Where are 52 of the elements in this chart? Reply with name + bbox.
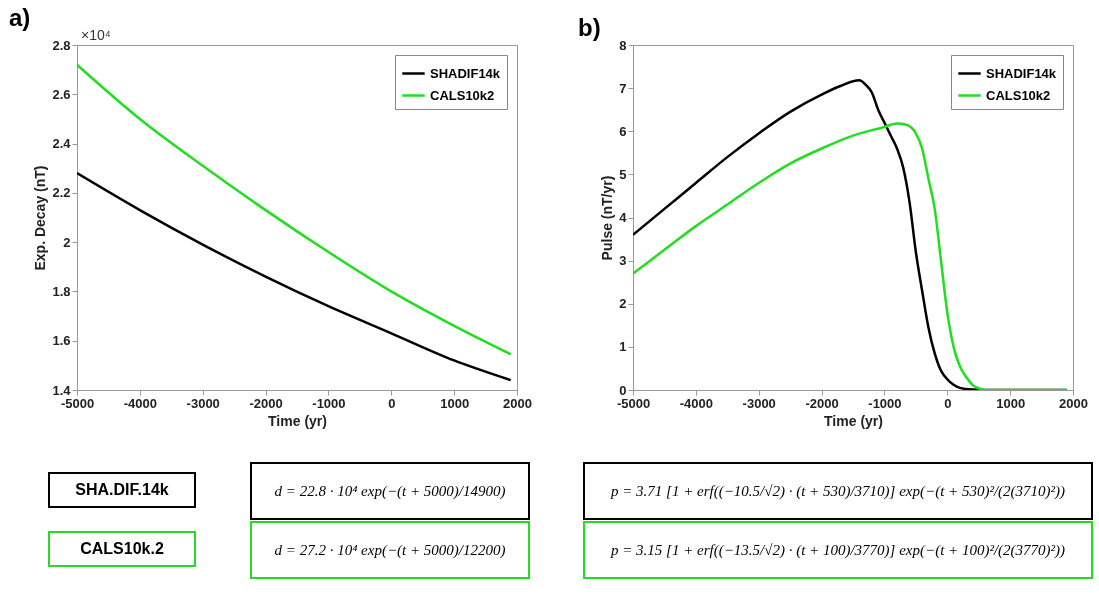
legend-label: SHADIF14k xyxy=(986,65,1057,81)
x-tick-label: -1000 xyxy=(312,395,346,411)
y-tick-label: 8 xyxy=(619,37,627,53)
legend-label: CALS10k2 xyxy=(430,87,495,103)
y-tick-label: 2 xyxy=(63,234,71,250)
y-tick-label: 2.8 xyxy=(52,37,71,53)
x-tick-label: 0 xyxy=(388,395,396,411)
text: ×10⁴ xyxy=(81,27,111,43)
y-tick-label: 1 xyxy=(619,339,627,355)
x-tick-label: 0 xyxy=(944,395,952,411)
y-tick-label: 4 xyxy=(619,210,628,225)
x-tick-label: -2000 xyxy=(805,395,839,411)
x-tick-label: -5000 xyxy=(60,395,95,411)
legend-label: SHADIF14k xyxy=(430,65,501,81)
y-axis-title: Exp. Decay (nT) xyxy=(32,165,49,271)
x-tick-label: -4000 xyxy=(679,395,713,411)
text: d = 27.2 · 10⁴ exp(−(t + 5000)/12200) xyxy=(250,521,530,579)
text: SHA.DIF.14k xyxy=(48,472,196,508)
x-tick-label: -2000 xyxy=(249,395,283,411)
y-axis-title: Pulse (nT/yr) xyxy=(599,175,616,261)
text: p = 3.15 [1 + erf((−13.5/√2) · (t + 100)/3770)] exp(−(t + 100)²/(2(3770)²)) xyxy=(583,521,1093,579)
y-tick-label: 1.8 xyxy=(52,283,71,299)
chart-title: b) xyxy=(578,14,601,41)
x-tick-label: -5000 xyxy=(616,395,651,411)
y-tick-label: 1.6 xyxy=(52,333,71,349)
y-tick-label: 3 xyxy=(619,253,627,269)
x-axis-title: Time (yr) xyxy=(268,412,327,429)
line-series xyxy=(77,63,512,356)
text: p = 3.71 [1 + erf((−10.5/√2) · (t + 530)/3710)] exp(−(t + 530)²/(2(3710)²)) xyxy=(583,462,1093,520)
y-tick-label: 2 xyxy=(619,296,627,312)
y-tick-label: 2.4 xyxy=(52,136,72,152)
y-tick-label: 0 xyxy=(619,382,627,398)
chart-title: a) xyxy=(9,4,31,31)
x-tick-label: -4000 xyxy=(123,395,157,411)
y-tick-label: 7 xyxy=(619,80,627,96)
x-axis-title: Time (yr) xyxy=(824,412,883,429)
legend-label: CALS10k2 xyxy=(986,87,1051,103)
y-tick-label: 1.4 xyxy=(52,382,72,398)
x-tick-label: 1000 xyxy=(440,395,470,411)
x-tick-label: -3000 xyxy=(186,395,220,411)
y-tick-label: 2.6 xyxy=(52,86,71,102)
x-tick-label: 2000 xyxy=(1059,395,1088,411)
x-tick-label: -1000 xyxy=(868,395,902,411)
line-series xyxy=(77,171,512,382)
x-tick-label: 2000 xyxy=(503,395,532,411)
text: CALS10k.2 xyxy=(48,531,196,567)
x-tick-label: -3000 xyxy=(742,395,776,411)
x-tick-label: 1000 xyxy=(996,395,1026,411)
text: d = 22.8 · 10⁴ exp(−(t + 5000)/14900) xyxy=(250,462,530,520)
y-tick-label: 2.2 xyxy=(52,185,71,201)
y-tick-label: 6 xyxy=(619,123,627,139)
y-tick-label: 5 xyxy=(619,166,627,182)
